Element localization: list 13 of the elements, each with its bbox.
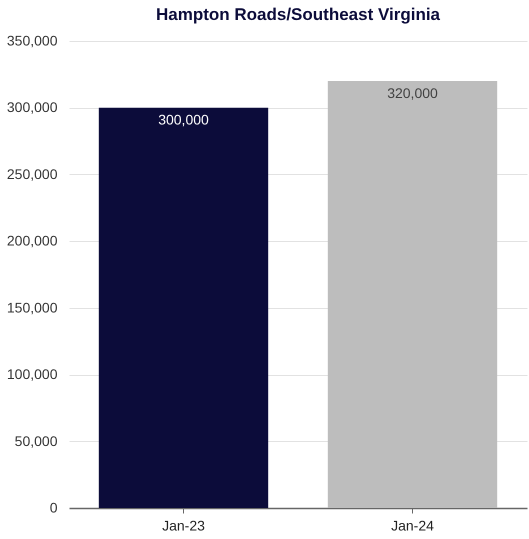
data-label: 320,000 <box>387 85 438 102</box>
y-tick-label: 50,000 <box>14 432 58 449</box>
data-label: 300,000 <box>158 112 210 128</box>
y-tick-label: 300,000 <box>6 99 58 116</box>
y-tick-label: 100,000 <box>6 366 58 382</box>
y-tick-label: 150,000 <box>6 299 58 316</box>
x-tick-label: Jan-24 <box>391 518 434 534</box>
y-tick-label: 0 <box>50 500 58 516</box>
y-tick-label: 200,000 <box>6 232 58 249</box>
x-tick-label: Jan-23 <box>162 518 206 534</box>
y-tick-label: 250,000 <box>6 166 58 182</box>
y-tick-label: 350,000 <box>6 32 58 48</box>
chart-title: Hampton Roads/Southeast Virginia <box>156 5 441 24</box>
